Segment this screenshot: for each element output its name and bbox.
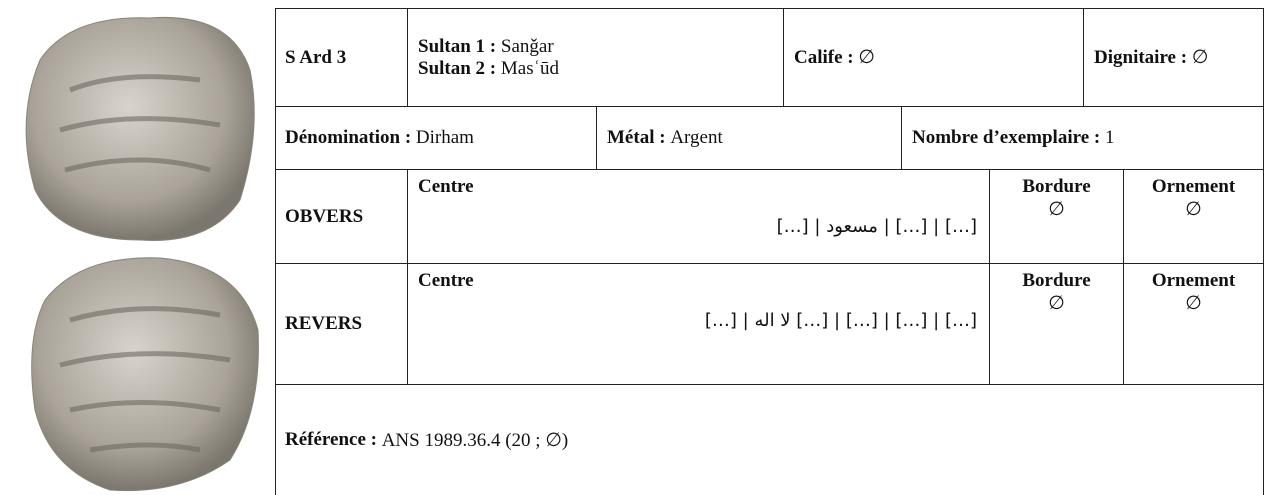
value: ∅ xyxy=(1185,199,1202,220)
value: Sanǧar xyxy=(500,35,554,57)
value: ∅ xyxy=(1185,293,1202,314)
value: ∅ xyxy=(1191,47,1209,68)
label: Bordure xyxy=(1022,176,1091,197)
table-frame xyxy=(275,8,1264,495)
cell-metal: Métal : Argent xyxy=(597,107,902,170)
value: Dirham xyxy=(415,127,474,148)
value: Argent xyxy=(670,127,723,148)
cell-obvers-ornement: Ornement ∅ xyxy=(1124,170,1264,264)
label: Bordure xyxy=(1022,270,1091,291)
cell-denomination: Dénomination : Dirham xyxy=(275,107,597,170)
value: Masʿūd xyxy=(500,57,559,79)
cell-obvers-centre: Centre […] | […] | مسعود | […] xyxy=(408,170,990,264)
value: ∅ xyxy=(1048,199,1065,220)
label: OBVERS xyxy=(285,205,364,227)
cell-obvers-bordure: Bordure ∅ xyxy=(990,170,1124,264)
label: Référence : xyxy=(285,429,377,450)
label: Nombre d’exemplaire : xyxy=(912,127,1101,148)
label: Sultan 2 : xyxy=(418,57,497,79)
cell-reference: Référence : ANS 1989.36.4 (20 ; ∅) xyxy=(275,385,1264,495)
value: ∅ xyxy=(858,47,875,68)
cell-sultans: Sultan 1 : Sanǧar Sultan 2 : Masʿūd xyxy=(408,9,784,107)
value: 1 xyxy=(1104,127,1115,148)
cell-dignitaire: Dignitaire : ∅ xyxy=(1084,9,1264,107)
label: Centre xyxy=(418,176,474,197)
label: Dénomination : xyxy=(285,127,412,148)
cell-revers: REVERS xyxy=(275,264,408,385)
label: Centre xyxy=(418,270,474,291)
label: Dignitaire : xyxy=(1094,46,1188,68)
legend-text: […] | […] | مسعود | […] xyxy=(776,216,977,237)
label: Ornement xyxy=(1151,270,1236,291)
cell-obvers: OBVERS xyxy=(275,170,408,264)
coin-images xyxy=(25,16,259,492)
cell-id: S Ard 3 xyxy=(275,9,408,107)
label: Sultan 1 : xyxy=(418,35,497,57)
record-id: S Ard 3 xyxy=(285,46,347,68)
cell-revers-ornement: Ornement ∅ xyxy=(1124,264,1264,385)
cell-revers-bordure: Bordure ∅ xyxy=(990,264,1124,385)
cell-revers-centre: Centre […] | […] | […] | […] لا اله | […] xyxy=(408,264,990,385)
value: ANS 1989.36.4 (20 ; ∅) xyxy=(381,429,569,451)
label: Ornement xyxy=(1151,176,1236,197)
label: REVERS xyxy=(285,313,363,334)
legend-text: […] | […] | […] | […] لا اله | […] xyxy=(704,310,977,331)
label: Calife : xyxy=(794,46,854,68)
label: Métal : xyxy=(607,127,666,148)
cell-calife: Calife : ∅ xyxy=(784,9,1084,107)
value: ∅ xyxy=(1048,293,1065,314)
cell-exemplaires: Nombre d’exemplaire : 1 xyxy=(902,107,1264,170)
